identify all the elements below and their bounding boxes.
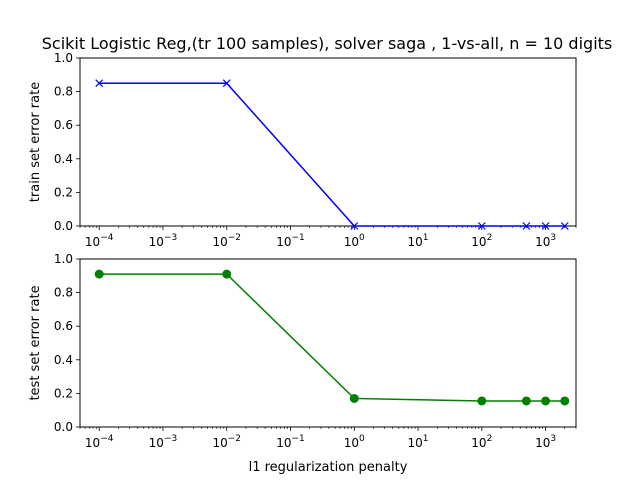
- chart-title: Scikit Logistic Reg,(tr 100 samples), so…: [42, 34, 613, 53]
- data-point-x-marker: [95, 79, 104, 88]
- data-point-x-marker: [222, 79, 231, 88]
- x-tick-label: 102: [471, 434, 492, 450]
- y-tick-label: 0.0: [54, 219, 73, 233]
- series-train: [95, 79, 569, 230]
- y-axis-label-train: train set error rate: [28, 82, 43, 202]
- plot-train: 10−4 10−3 10−2 10−1 100 101 102 103 0.00.20.40.…: [28, 51, 577, 249]
- x-tick-label: 10−1: [276, 434, 305, 450]
- y-tick-label: 0.4: [54, 152, 73, 166]
- data-point-circle-marker: [541, 396, 551, 406]
- x-tick-label: 101: [408, 434, 429, 450]
- y-ticks-test: 0.0 0.2 0.4 0.6 0.8 1.0: [54, 252, 80, 434]
- y-tick-label: 0.6: [54, 319, 73, 333]
- x-tick-label: 101: [408, 233, 429, 249]
- x-tick-label: 103: [535, 233, 556, 249]
- x-ticks-train: 10−4 10−3 10−2 10−1 100 101 102 103: [79, 226, 577, 249]
- y-tick-label: 0.8: [54, 85, 73, 99]
- x-tick-label: 10−1: [276, 233, 305, 249]
- x-ticks-test: 10−4 10−3 10−2 10−1 100 101 102 103: [79, 427, 577, 450]
- plot-frame-train: [79, 57, 577, 227]
- x-tick-label: 100: [344, 434, 365, 450]
- x-tick-label: 10−3: [149, 434, 178, 450]
- data-point-x-marker: [350, 222, 359, 230]
- y-tick-label: 0.6: [54, 118, 73, 132]
- data-point-x-marker: [560, 222, 569, 230]
- y-tick-label: 0.2: [54, 386, 73, 400]
- plot-test: 10−4 10−3 10−2 10−1 100 101 102 103 0.00.20.40.…: [28, 252, 577, 475]
- plot-frame-test: [79, 258, 577, 428]
- y-tick-label: 1.0: [54, 51, 73, 65]
- data-point-circle-marker: [560, 396, 570, 406]
- y-tick-label: 0.0: [54, 420, 73, 434]
- data-point-x-marker: [477, 222, 486, 230]
- y-tick-label: 1.0: [54, 252, 73, 266]
- data-point-x-marker: [541, 222, 550, 230]
- x-tick-label: 102: [471, 233, 492, 249]
- series-line: [99, 273, 565, 402]
- data-point-circle-marker: [94, 269, 104, 279]
- y-tick-label: 0.4: [54, 353, 73, 367]
- data-point-circle-marker: [222, 269, 232, 279]
- x-tick-label: 10−2: [212, 233, 241, 249]
- x-tick-label: 10−4: [85, 233, 114, 249]
- y-tick-label: 0.8: [54, 286, 73, 300]
- data-point-circle-marker: [521, 396, 531, 406]
- y-axis-label-test: test set error rate: [28, 285, 43, 400]
- x-tick-label: 100: [344, 233, 365, 249]
- x-tick-label: 10−2: [212, 434, 241, 450]
- x-axis-label: l1 regularization penalty: [249, 460, 408, 475]
- data-point-circle-marker: [349, 393, 359, 403]
- x-tick-label: 10−4: [85, 434, 114, 450]
- series-line: [99, 82, 565, 227]
- data-point-circle-marker: [477, 396, 487, 406]
- y-tick-label: 0.2: [54, 185, 73, 199]
- data-point-x-marker: [522, 222, 531, 230]
- x-tick-label: 103: [535, 434, 556, 450]
- series-test: [94, 269, 570, 406]
- x-tick-label: 10−3: [149, 233, 178, 249]
- y-ticks-train: 0.0 0.2 0.4 0.6 0.8 1.0: [54, 51, 80, 233]
